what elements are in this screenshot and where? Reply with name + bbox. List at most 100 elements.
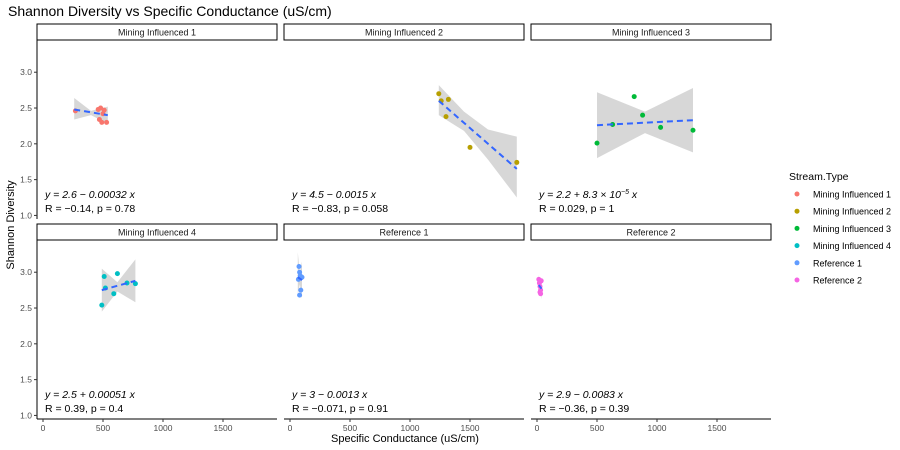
- panel-reference-2: Reference 2 y = 2.9 − 0.0083 x R = −0.36, …: [530, 223, 772, 433]
- x-tick-label: 500: [343, 423, 357, 433]
- strip-label: Reference 2: [626, 228, 675, 238]
- regression-equation: y = 4.5 − 0.0015 x: [291, 189, 377, 201]
- data-point: [132, 281, 138, 287]
- y-tick-label: 3.0: [20, 267, 32, 277]
- x-tick-label: 1000: [154, 423, 173, 433]
- regression-equation: y = 2.6 − 0.00032 x: [44, 189, 136, 201]
- legend-key: [794, 243, 800, 249]
- fit-line: [438, 100, 518, 170]
- fit-line: [538, 284, 543, 290]
- data-point: [538, 278, 544, 284]
- strip-mining-influenced-2: [283, 23, 525, 41]
- panel-mining-influenced-2: Mining Influenced 2 y = 4.5 − 0.0015 x R =…: [283, 23, 525, 215]
- fit-line: [596, 119, 694, 127]
- correlation-stats: R = 0.39, p = 0.4: [45, 403, 123, 415]
- legend-key: [794, 191, 800, 197]
- y-tick-label: 1.5: [20, 175, 32, 185]
- strip-label: Reference 1: [379, 228, 428, 238]
- correlation-stats: R = 0.029, p = 1: [539, 203, 614, 215]
- strip-label: Mining Influenced 1: [118, 28, 196, 38]
- legend-title: Stream.Type: [789, 171, 849, 183]
- correlation-stats: R = −0.071, p = 0.91: [292, 403, 388, 415]
- legend-label: Mining Influenced 3: [813, 224, 891, 234]
- legend-key: [794, 277, 800, 283]
- legend-label: Reference 2: [813, 276, 862, 286]
- data-point: [104, 119, 110, 125]
- data-point: [298, 287, 304, 293]
- x-axis-label: Specific Conductance (uS/cm): [331, 433, 479, 445]
- correlation-stats: R = −0.83, p = 0.058: [292, 203, 388, 215]
- strip-mining-influenced-3: [530, 23, 772, 41]
- legend-label: Mining Influenced 4: [813, 241, 891, 251]
- legend-label: Mining Influenced 1: [813, 190, 891, 200]
- y-tick-label: 2.0: [20, 139, 32, 149]
- strip-mining-influenced-1: [36, 23, 278, 41]
- x-tick-label: 1500: [461, 423, 480, 433]
- data-point: [537, 289, 543, 295]
- y-tick-label: 2.5: [20, 303, 32, 313]
- strip-reference-2: [530, 223, 772, 241]
- confidence-band: [597, 87, 693, 159]
- x-tick-label: 1000: [401, 423, 420, 433]
- legend-key: [794, 260, 800, 266]
- data-point: [111, 291, 117, 297]
- equation-exponent: −5: [621, 189, 629, 196]
- regression-equation: y = 3 − 0.0013 x: [291, 389, 368, 401]
- x-tick-label: 1000: [648, 423, 667, 433]
- legend: Stream.Type Mining Influenced 1 Mining In…: [789, 171, 891, 286]
- confidence-band: [101, 259, 136, 312]
- legend-key: [794, 225, 800, 231]
- data-point: [594, 140, 600, 146]
- regression-equation: y = 2.2 + 8.3 × 10−5 x: [538, 189, 638, 201]
- strip-reference-1: [283, 223, 525, 241]
- strip-label: Mining Influenced 2: [365, 28, 443, 38]
- data-point: [631, 94, 637, 100]
- fit-line: [74, 108, 108, 117]
- data-point: [99, 119, 105, 125]
- confidence-band: [438, 85, 517, 198]
- x-tick-label: 0: [288, 423, 293, 433]
- data-point: [436, 91, 442, 97]
- x-tick-label: 500: [590, 423, 604, 433]
- y-axis-label: Shannon Diversity: [5, 180, 17, 270]
- data-point: [658, 124, 664, 130]
- data-point: [98, 105, 104, 111]
- correlation-stats: R = −0.14, p = 0.78: [45, 203, 135, 215]
- fit-line: [101, 279, 136, 292]
- chart-title: Shannon Diversity vs Specific Conductanc…: [8, 3, 332, 19]
- data-point: [297, 292, 303, 298]
- panel-mining-influenced-4: Mining Influenced 4 y = 2.5 + 0.00051 x R …: [20, 223, 278, 433]
- data-point: [101, 274, 107, 280]
- legend-label: Reference 1: [813, 258, 862, 268]
- legend-label: Mining Influenced 2: [813, 207, 891, 217]
- data-point: [114, 271, 120, 277]
- strip-label: Mining Influenced 4: [118, 228, 196, 238]
- equation-tail: x: [629, 189, 638, 201]
- data-point: [690, 127, 696, 133]
- panel-reference-1: Reference 1 y = 3 − 0.0013 x R = −0.071, p…: [283, 223, 525, 433]
- fit-line: [297, 276, 303, 281]
- panel-mining-influenced-1: Mining Influenced 1 y = 2.6 − 0.00032 x R …: [20, 23, 278, 220]
- y-tick-label: 2.5: [20, 103, 32, 113]
- legend-key: [794, 208, 800, 214]
- data-point: [296, 263, 302, 269]
- facet-panels: Mining Influenced 1 y = 2.6 − 0.00032 x R …: [20, 23, 772, 433]
- y-tick-label: 1.0: [20, 210, 32, 220]
- x-tick-label: 1500: [214, 423, 233, 433]
- y-tick-label: 2.0: [20, 339, 32, 349]
- regression-equation: y = 2.9 − 0.0083 x: [538, 389, 624, 401]
- y-tick-label: 1.0: [20, 410, 32, 420]
- y-tick-label: 3.0: [20, 67, 32, 77]
- regression-equation: y = 2.5 + 0.00051 x: [44, 389, 136, 401]
- x-tick-label: 0: [535, 423, 540, 433]
- data-point: [445, 96, 451, 102]
- strip-mining-influenced-4: [36, 223, 278, 241]
- panel-mining-influenced-3: Mining Influenced 3 y = 2.2 + 8.3 × 10−5 …: [530, 23, 772, 215]
- x-tick-label: 1500: [708, 423, 727, 433]
- data-point: [99, 302, 105, 308]
- y-tick-label: 1.5: [20, 375, 32, 385]
- x-tick-label: 0: [41, 423, 46, 433]
- x-tick-label: 500: [96, 423, 110, 433]
- data-point: [443, 114, 449, 120]
